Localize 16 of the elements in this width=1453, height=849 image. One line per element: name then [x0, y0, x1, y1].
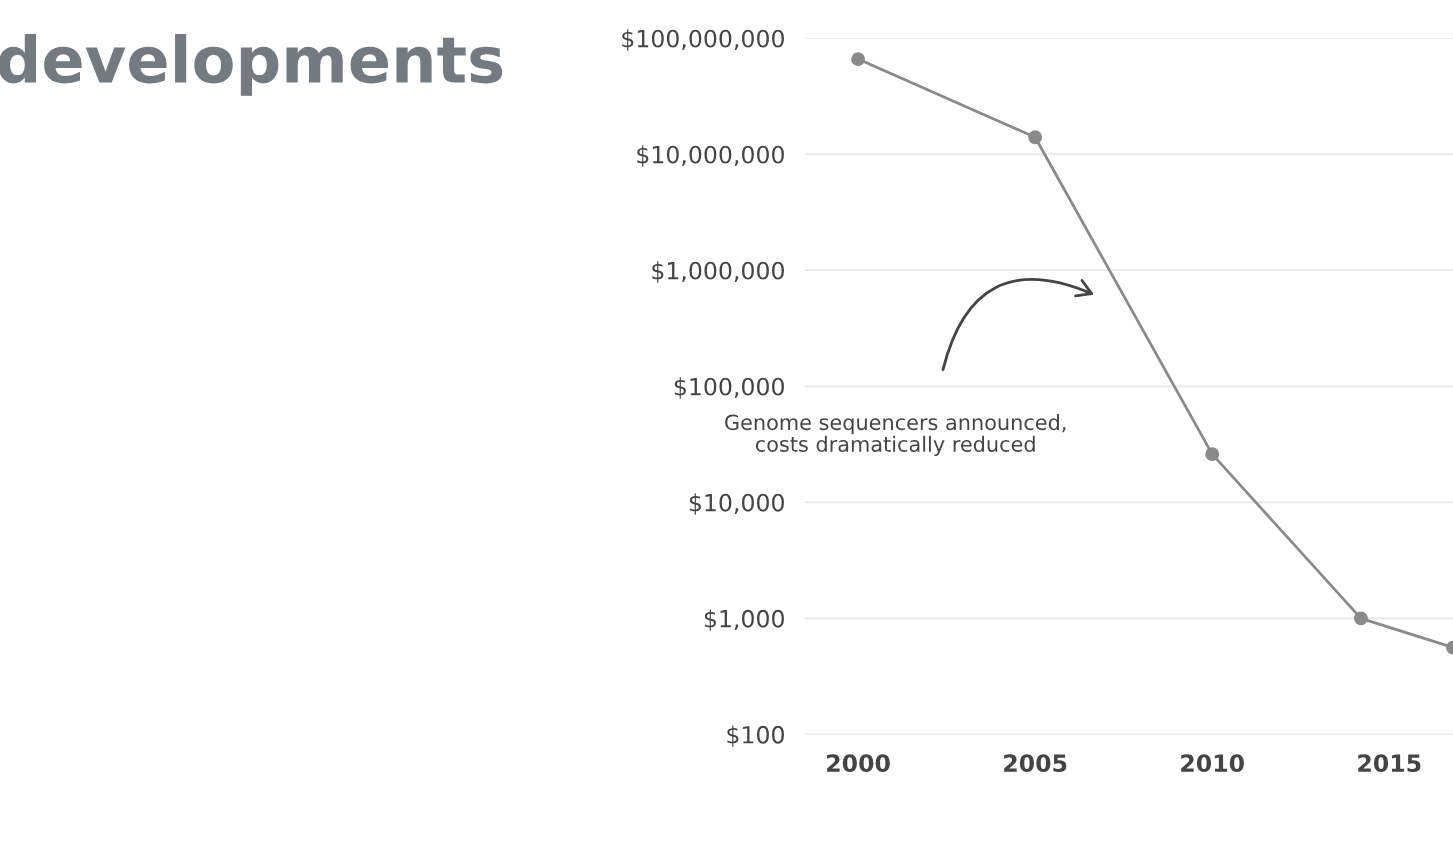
y-tick-label: $10,000	[689, 493, 784, 515]
annotation: Genome sequencers announced, costs dramatically reduced	[725, 414, 1066, 456]
x-tick-label: 2010	[1181, 754, 1244, 773]
point	[1205, 447, 1220, 462]
x-tick-label: 2015	[1358, 754, 1421, 773]
point	[1028, 130, 1043, 145]
y-tick-label: $100	[727, 725, 784, 747]
y-tick-label: $100,000,000	[622, 29, 784, 51]
y-tick-label: $1,000	[704, 609, 784, 631]
x-tick-label: 2000	[827, 754, 890, 773]
y-tick-label: $1,000,000	[652, 261, 784, 283]
y-tick-label: $10,000,000	[637, 145, 784, 167]
x-tick-label: 2005	[1004, 754, 1067, 773]
point	[1353, 611, 1368, 626]
point	[851, 52, 866, 67]
y-tick-label: $100,000	[674, 377, 784, 399]
